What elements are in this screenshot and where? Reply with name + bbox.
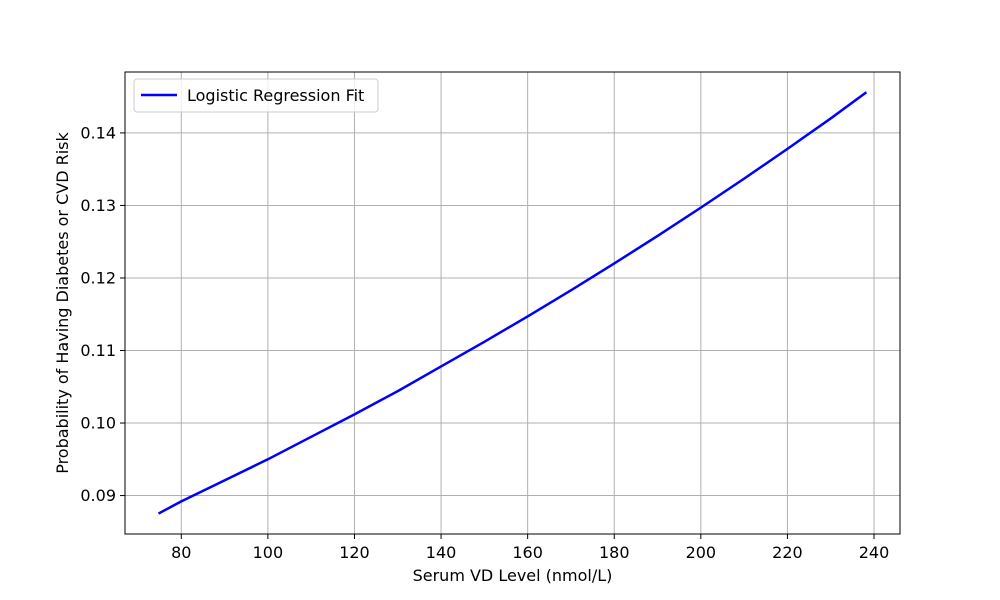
y-tick-label: 0.12 xyxy=(80,268,116,287)
y-tick-label: 0.14 xyxy=(80,123,116,142)
series-layer xyxy=(157,91,868,515)
y-tick-label: 0.13 xyxy=(80,196,116,215)
y-tick-label: 0.10 xyxy=(80,414,116,433)
x-tick-label: 220 xyxy=(772,543,803,562)
y-tick-label: 0.11 xyxy=(80,341,116,360)
x-tick-label: 200 xyxy=(686,543,717,562)
x-tick-label: 80 xyxy=(171,543,191,562)
legend: Logistic Regression Fit xyxy=(133,78,379,113)
x-tick-label: 120 xyxy=(339,543,370,562)
x-tick-label: 160 xyxy=(512,543,543,562)
x-axis-ticks: 80 100 120 140 160 180 200 220 240 xyxy=(171,534,889,562)
legend-box xyxy=(133,78,379,113)
x-axis-label: Serum VD Level (nmol/L) xyxy=(413,566,613,585)
series-line xyxy=(157,91,868,515)
plot-frame xyxy=(124,71,901,535)
y-axis-label: Probability of Having Diabetes or CVD Ri… xyxy=(53,131,72,473)
x-tick-label: 240 xyxy=(859,543,890,562)
grid xyxy=(125,72,900,534)
x-tick-label: 100 xyxy=(253,543,284,562)
x-tick-label: 180 xyxy=(599,543,630,562)
y-tick-label: 0.09 xyxy=(80,486,116,505)
x-tick-label: 140 xyxy=(426,543,457,562)
y-axis-ticks: 0.09 0.10 0.11 0.12 0.13 0.14 xyxy=(80,123,125,505)
legend-label: Logistic Regression Fit xyxy=(187,86,364,105)
